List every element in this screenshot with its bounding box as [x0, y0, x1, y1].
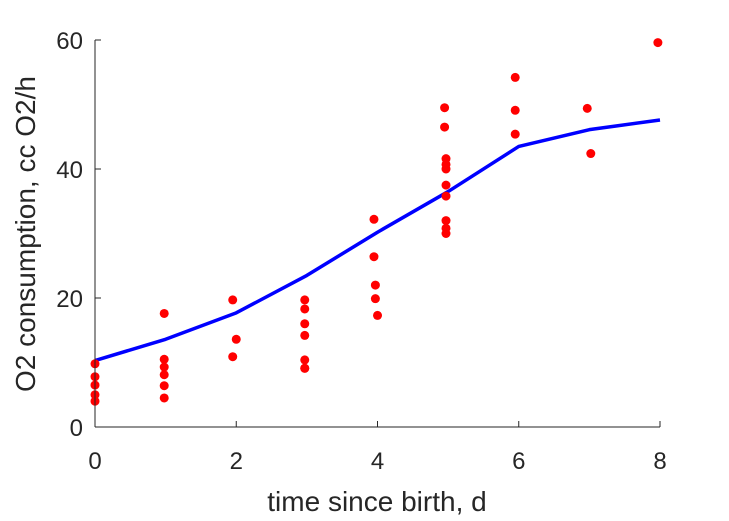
data-point — [300, 363, 310, 373]
data-point — [228, 352, 238, 362]
fit-curve-line — [94, 118, 661, 363]
data-point — [159, 308, 169, 318]
x-axis-label: time since birth, d — [267, 486, 486, 517]
y-tick-label: 20 — [56, 286, 83, 313]
data-point — [441, 191, 451, 201]
data-point — [373, 310, 382, 320]
x-tick-label: 2 — [230, 448, 243, 475]
data-point — [228, 295, 238, 305]
y-tick-label: 60 — [56, 28, 83, 55]
data-point — [441, 180, 451, 190]
y-tick-label: 40 — [56, 157, 83, 184]
data-point — [159, 370, 169, 380]
data-point — [440, 103, 450, 113]
data-point — [300, 319, 310, 329]
y-axis-label: O2 consumption, cc O2/h — [10, 76, 41, 392]
data-point — [441, 216, 451, 226]
y-tick-label: 0 — [70, 415, 83, 442]
data-point — [159, 354, 169, 364]
data-point — [441, 164, 451, 174]
data-point — [586, 149, 596, 159]
x-tick-label: 4 — [371, 448, 384, 475]
plot-area — [90, 38, 663, 406]
data-point — [369, 214, 379, 224]
data-point — [370, 280, 380, 290]
data-point — [510, 72, 520, 82]
data-point — [300, 304, 310, 314]
data-point — [440, 122, 450, 132]
data-point — [159, 362, 169, 372]
data-point — [300, 295, 310, 305]
x-tick-label: 8 — [653, 448, 666, 475]
data-point — [159, 393, 169, 403]
data-point — [582, 103, 592, 113]
x-tick-label: 0 — [88, 448, 101, 475]
data-point — [370, 294, 380, 304]
data-point — [231, 334, 241, 344]
axis-ticks: 0 2 4 6 8 0 20 40 60 — [56, 28, 666, 475]
data-point — [300, 355, 310, 365]
data-point — [653, 38, 663, 48]
x-tick-label: 6 — [512, 448, 525, 475]
data-point — [510, 129, 520, 139]
data-point — [510, 105, 520, 115]
data-point — [369, 252, 379, 262]
data-point — [300, 330, 310, 340]
data-point — [159, 381, 169, 391]
data-point — [441, 229, 451, 238]
